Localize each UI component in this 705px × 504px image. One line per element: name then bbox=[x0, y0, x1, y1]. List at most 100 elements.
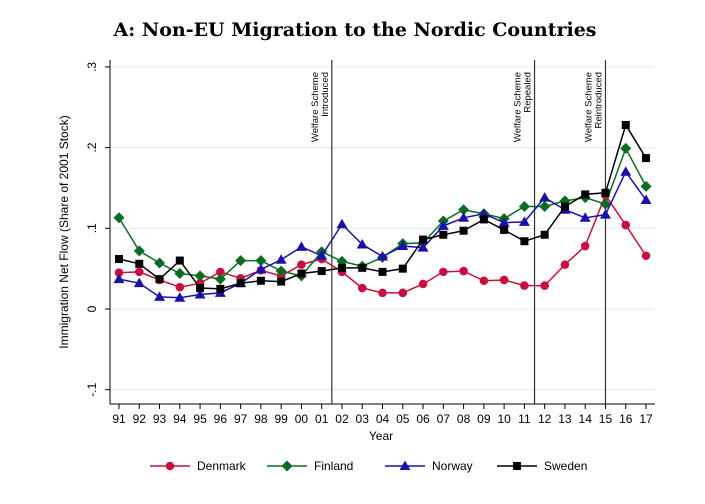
x-tick-label: 16 bbox=[619, 412, 633, 426]
data-point bbox=[216, 267, 225, 277]
x-tick-label: 17 bbox=[639, 412, 653, 426]
x-tick-label: 10 bbox=[497, 412, 511, 426]
event-label: Welfare Scheme bbox=[583, 72, 594, 142]
data-point bbox=[174, 292, 186, 302]
data-point bbox=[194, 288, 206, 299]
x-tick-label: 13 bbox=[558, 412, 572, 426]
data-point bbox=[317, 267, 326, 276]
data-point bbox=[357, 283, 367, 293]
data-point bbox=[358, 263, 367, 272]
data-point bbox=[500, 225, 509, 234]
data-point bbox=[560, 260, 570, 269]
data-point bbox=[214, 273, 226, 285]
data-point bbox=[479, 215, 488, 224]
y-tick-label: .2 bbox=[85, 142, 99, 152]
event-label: Repealed bbox=[523, 72, 534, 113]
x-tick-label: 91 bbox=[112, 412, 126, 426]
y-tick-label: .3 bbox=[85, 62, 99, 72]
data-point bbox=[459, 226, 468, 235]
legend-item-denmark: Denmark bbox=[150, 459, 247, 473]
data-point bbox=[196, 284, 205, 293]
legend-marker bbox=[165, 461, 175, 471]
data-point bbox=[297, 260, 306, 269]
x-tick-label: 92 bbox=[133, 412, 147, 426]
data-point bbox=[642, 154, 651, 163]
data-point bbox=[579, 212, 591, 222]
data-point bbox=[216, 284, 225, 293]
data-point bbox=[621, 220, 631, 230]
data-point bbox=[439, 230, 448, 239]
legend-label: Sweden bbox=[544, 459, 587, 473]
x-tick-label: 07 bbox=[437, 412, 451, 426]
legend-marker bbox=[399, 460, 411, 470]
data-point bbox=[479, 276, 489, 286]
x-tick-label: 97 bbox=[234, 412, 248, 426]
data-point bbox=[316, 250, 328, 260]
data-point bbox=[295, 241, 307, 251]
data-point bbox=[620, 166, 632, 176]
data-point bbox=[498, 217, 510, 227]
data-point bbox=[154, 257, 166, 269]
x-tick-label: 99 bbox=[274, 412, 288, 426]
data-point bbox=[599, 209, 611, 219]
data-point bbox=[155, 275, 164, 284]
x-tick-label: 05 bbox=[396, 412, 410, 426]
data-point bbox=[459, 266, 468, 276]
data-point bbox=[540, 281, 549, 290]
data-point bbox=[113, 212, 125, 224]
data-point bbox=[336, 218, 348, 229]
data-point bbox=[439, 267, 448, 277]
legend-item-sweden: Sweden bbox=[497, 459, 587, 473]
x-tick-label: 93 bbox=[153, 412, 167, 426]
legend-label: Norway bbox=[432, 459, 473, 473]
data-point bbox=[641, 251, 651, 261]
x-tick-label: 00 bbox=[295, 412, 309, 426]
x-tick-label: 09 bbox=[477, 412, 491, 426]
data-point bbox=[621, 121, 630, 130]
data-point bbox=[135, 259, 144, 268]
data-point bbox=[539, 192, 551, 202]
data-point bbox=[640, 180, 652, 192]
x-tick-label: 08 bbox=[457, 412, 471, 426]
data-point bbox=[640, 194, 652, 205]
x-tick-label: 98 bbox=[254, 412, 268, 426]
legend-label: Finland bbox=[314, 459, 353, 473]
series-denmark bbox=[114, 190, 651, 298]
y-tick-label: .1 bbox=[85, 223, 99, 233]
event-label: Welfare Scheme bbox=[310, 72, 321, 142]
data-point bbox=[417, 242, 429, 252]
data-point bbox=[377, 251, 389, 261]
series-norway bbox=[113, 166, 652, 302]
data-point bbox=[255, 263, 267, 274]
x-tick-label: 04 bbox=[376, 412, 390, 426]
data-point bbox=[540, 230, 549, 239]
legend-label: Denmark bbox=[197, 459, 247, 473]
data-point bbox=[599, 198, 611, 210]
data-point bbox=[398, 264, 407, 273]
legend-item-finland: Finland bbox=[267, 459, 353, 473]
data-point bbox=[114, 268, 124, 277]
x-tick-label: 11 bbox=[518, 412, 531, 426]
x-tick-label: 94 bbox=[173, 412, 187, 426]
data-point bbox=[175, 256, 184, 265]
data-point bbox=[458, 212, 470, 222]
x-tick-label: 14 bbox=[579, 412, 593, 426]
data-point bbox=[174, 267, 186, 279]
data-point bbox=[378, 267, 387, 276]
data-point bbox=[154, 291, 166, 301]
legend-item-norway: Norway bbox=[385, 459, 473, 473]
data-point bbox=[378, 288, 387, 298]
data-point bbox=[520, 237, 529, 246]
x-tick-label: 02 bbox=[335, 412, 349, 426]
data-point bbox=[134, 267, 144, 277]
data-point bbox=[397, 240, 409, 251]
data-point bbox=[580, 241, 590, 251]
chart-title: A: Non-EU Migration to the Nordic Countr… bbox=[112, 19, 596, 41]
data-point bbox=[518, 216, 530, 226]
data-point bbox=[499, 275, 509, 285]
data-point bbox=[419, 235, 428, 244]
data-point bbox=[478, 208, 490, 218]
y-axis-label: Immigration Net Flow (Share of 2001 Stoc… bbox=[57, 115, 71, 348]
data-point bbox=[175, 282, 185, 292]
